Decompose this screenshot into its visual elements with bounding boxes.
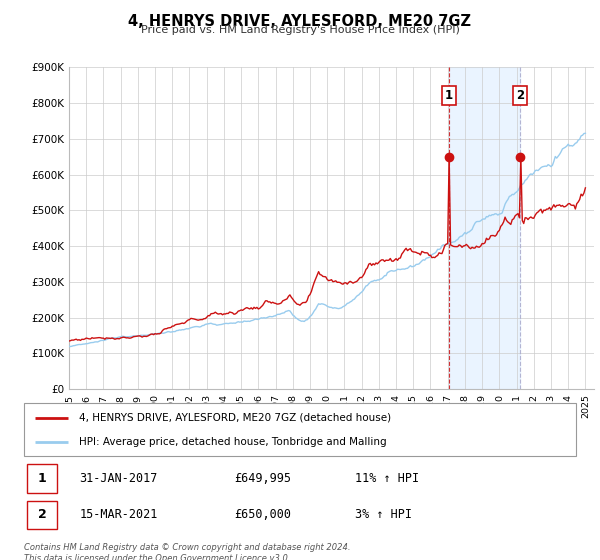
Text: £649,995: £649,995 — [234, 472, 291, 485]
Text: 4, HENRYS DRIVE, AYLESFORD, ME20 7GZ (detached house): 4, HENRYS DRIVE, AYLESFORD, ME20 7GZ (de… — [79, 413, 391, 423]
Text: 1: 1 — [38, 472, 46, 485]
Text: Price paid vs. HM Land Registry's House Price Index (HPI): Price paid vs. HM Land Registry's House … — [140, 25, 460, 35]
Bar — [449, 67, 520, 389]
FancyBboxPatch shape — [27, 464, 57, 493]
Text: 2: 2 — [516, 90, 524, 102]
Text: Contains HM Land Registry data © Crown copyright and database right 2024.
This d: Contains HM Land Registry data © Crown c… — [24, 543, 350, 560]
Text: 2: 2 — [38, 508, 46, 521]
Text: 4, HENRYS DRIVE, AYLESFORD, ME20 7GZ: 4, HENRYS DRIVE, AYLESFORD, ME20 7GZ — [128, 14, 472, 29]
FancyBboxPatch shape — [24, 403, 576, 456]
Text: HPI: Average price, detached house, Tonbridge and Malling: HPI: Average price, detached house, Tonb… — [79, 437, 387, 447]
Text: 11% ↑ HPI: 11% ↑ HPI — [355, 472, 419, 485]
Text: 1: 1 — [445, 90, 453, 102]
Text: 3% ↑ HPI: 3% ↑ HPI — [355, 508, 412, 521]
FancyBboxPatch shape — [27, 501, 57, 529]
Text: 15-MAR-2021: 15-MAR-2021 — [79, 508, 158, 521]
Text: £650,000: £650,000 — [234, 508, 291, 521]
Text: 31-JAN-2017: 31-JAN-2017 — [79, 472, 158, 485]
